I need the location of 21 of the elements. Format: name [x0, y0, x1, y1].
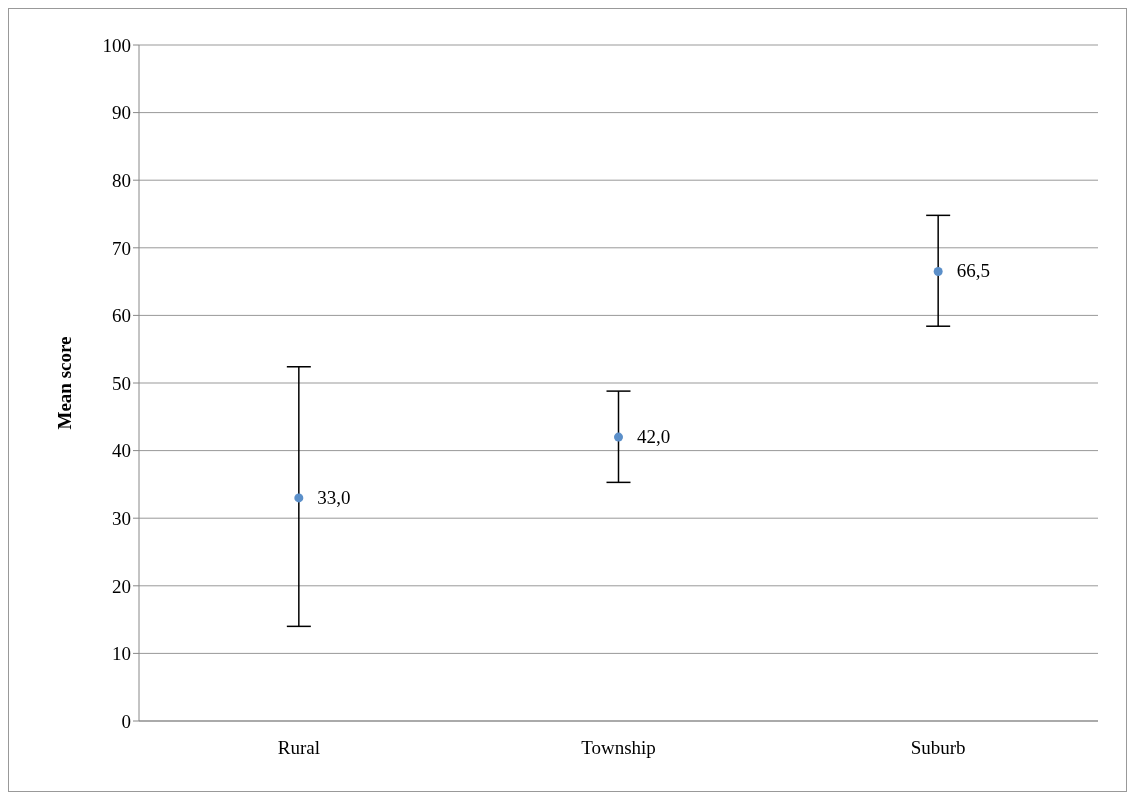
- y-tick-label: 50: [112, 372, 131, 394]
- x-tick-label: Suburb: [910, 737, 966, 759]
- y-tick-label: 0: [121, 710, 131, 732]
- data-label: 42,0: [637, 426, 671, 448]
- point: [933, 266, 943, 276]
- y-tick-label: 100: [102, 34, 131, 56]
- data-label: 33,0: [317, 486, 351, 508]
- point: [613, 432, 624, 442]
- y-tick-label: 20: [112, 575, 131, 597]
- y-tick-label: 30: [112, 507, 131, 529]
- y-tick-label: 90: [112, 102, 131, 124]
- y-tick-label: 10: [112, 643, 131, 665]
- y-axis-title: Mean score: [53, 336, 75, 430]
- data-label: 66,5: [956, 260, 990, 282]
- x-tick-label: Township: [581, 737, 656, 759]
- y-tick-label: 60: [112, 305, 131, 327]
- point: [294, 493, 304, 503]
- y-tick-label: 80: [112, 169, 131, 191]
- y-tick-label: 40: [112, 440, 131, 462]
- y-tick-label: 70: [112, 237, 131, 259]
- x-tick-label: Rural: [277, 737, 320, 759]
